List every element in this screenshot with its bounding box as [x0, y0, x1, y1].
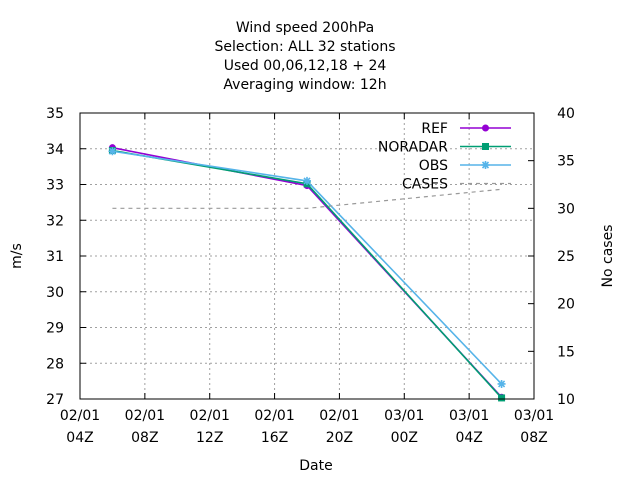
y2-tick-label: 35: [557, 154, 575, 170]
x-tick-label-hour: 04Z: [455, 430, 482, 446]
x-tick-label-date: 02/01: [254, 408, 294, 424]
title-line-1: Wind speed 200hPa: [236, 20, 374, 36]
title-line-4: Averaging window: 12h: [223, 77, 386, 93]
legend-label-ref: REF: [421, 121, 448, 137]
y2-tick-label: 30: [557, 201, 575, 217]
data-point-obs-center: [110, 149, 115, 154]
chart-title: Wind speed 200hPa Selection: ALL 32 stati…: [214, 20, 395, 93]
data-point-obs-center: [499, 381, 504, 387]
y2-tick-label: 10: [557, 392, 575, 408]
y2-axis-label: No cases: [600, 225, 616, 288]
legend-label-noradar: NORADAR: [378, 140, 448, 156]
title-line-3: Used 00,06,12,18 + 24: [224, 58, 387, 74]
title-line-2: Selection: ALL 32 stations: [214, 39, 395, 55]
x-tick-label-hour: 00Z: [391, 430, 418, 446]
y-tick-label: 30: [46, 285, 64, 301]
y-tick-label: 31: [46, 249, 64, 265]
y-tick-label: 28: [46, 356, 64, 372]
legend-marker-ref: [482, 124, 489, 132]
x-tick-label-date: 02/01: [319, 408, 359, 424]
x-tick-label-date: 02/01: [60, 408, 100, 424]
x-tick-label-hour: 12Z: [196, 430, 223, 446]
y-axis-label: m/s: [9, 243, 25, 269]
y-tick-label: 35: [46, 106, 64, 122]
legend-label-obs: OBS: [419, 158, 448, 174]
legend: REF NORADAR OBS CASES: [378, 121, 511, 193]
series-line-cases: [112, 188, 502, 209]
axes: 27 28 29 30 31 32 33 34 35 10 15 20 25 30 35 40 02/01 04Z…: [9, 106, 616, 474]
y-tick-label: 34: [46, 142, 64, 158]
x-tick-label-hour: 08Z: [131, 430, 158, 446]
legend-marker-obs-center: [483, 162, 488, 168]
y-tick-label: 33: [46, 178, 64, 194]
x-axis-label: Date: [299, 458, 332, 474]
y2-tick-label: 15: [557, 344, 575, 360]
y2-tick-label: 20: [557, 297, 575, 313]
y-tick-label: 27: [46, 392, 64, 408]
x-tick-label-date: 03/01: [514, 408, 554, 424]
x-tick-label-date: 02/01: [190, 408, 230, 424]
x-tick-label-hour: 16Z: [261, 430, 288, 446]
y-tick-label: 29: [46, 321, 64, 337]
x-tick-label-date: 02/01: [125, 408, 165, 424]
x-tick-label-date: 03/01: [384, 408, 424, 424]
x-tick-label-hour: 04Z: [66, 430, 93, 446]
x-tick-label-hour: 08Z: [520, 430, 547, 446]
legend-label-cases: CASES: [402, 177, 448, 193]
x-tick-label-hour: 20Z: [326, 430, 353, 446]
y2-tick-label: 40: [557, 106, 575, 122]
y-tick-label: 32: [46, 213, 64, 229]
y2-tick-label: 25: [557, 249, 575, 265]
data-point-noradar: [498, 394, 506, 402]
legend-marker-noradar: [482, 143, 489, 150]
x-tick-label-date: 03/01: [449, 408, 489, 424]
series-lines: [108, 144, 506, 402]
data-point-obs-center: [304, 178, 310, 184]
